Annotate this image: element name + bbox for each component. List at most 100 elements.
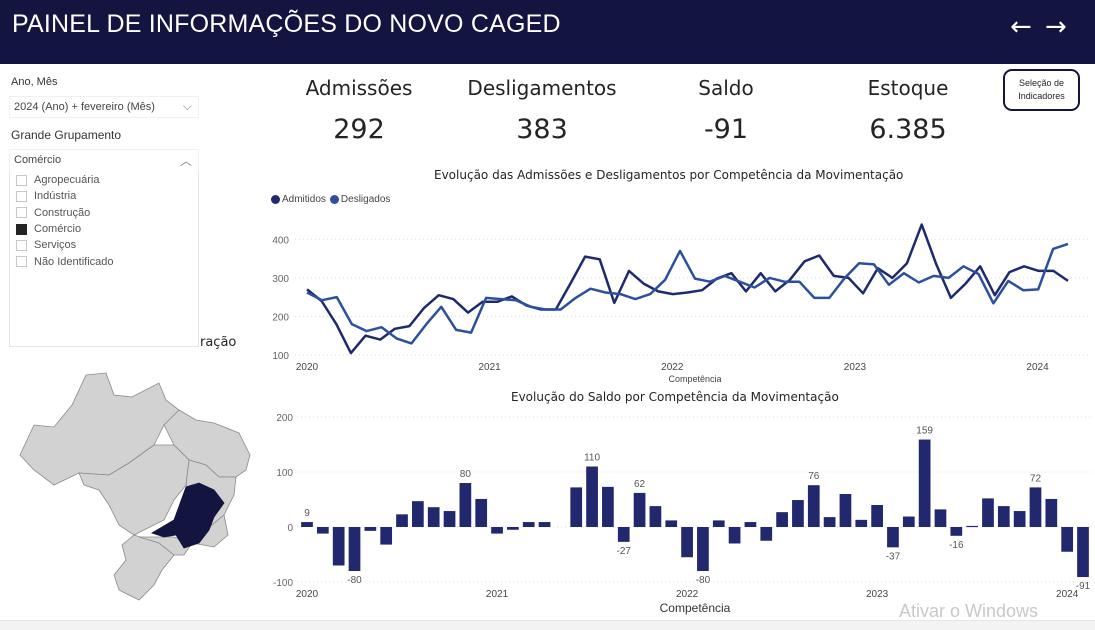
checkbox[interactable]: [16, 256, 27, 268]
line-chart-legend: Admitidos Desligados: [271, 194, 394, 205]
kpi-value: 6.385: [869, 114, 947, 145]
bar: [950, 527, 963, 536]
option-servicos[interactable]: Serviços: [10, 237, 198, 253]
header-bar: PAINEL DE INFORMAÇÕES DO NOVO CAGED ← →: [0, 0, 1095, 64]
x-axis-label: Competência: [660, 601, 731, 615]
bar: [364, 527, 377, 531]
series-line-admitidos: [306, 223, 1069, 355]
checkbox[interactable]: [16, 190, 27, 202]
selecao-indicadores-button[interactable]: Seleção de Indicadores: [1003, 69, 1080, 111]
bar: [776, 512, 788, 527]
arrow-right-icon[interactable]: →: [1045, 12, 1067, 42]
bar: [887, 527, 899, 548]
x-tick-label: 2024: [1056, 589, 1079, 600]
bar: [586, 466, 598, 527]
bar: [792, 500, 804, 527]
data-label: -16: [949, 540, 964, 551]
checkbox[interactable]: [16, 174, 27, 186]
bar: [1077, 527, 1089, 578]
bar: [427, 507, 440, 527]
x-tick-label: 2023: [844, 362, 867, 373]
bar: [380, 527, 393, 545]
option-label: Indústria: [34, 190, 77, 203]
state-sao-paulo: [138, 536, 193, 556]
data-label: 159: [916, 426, 933, 437]
bar: [348, 527, 361, 571]
y-tick-label: 200: [276, 413, 293, 424]
bar: [697, 527, 709, 571]
bar: [997, 506, 1010, 527]
option-label: Agropecuária: [34, 174, 100, 187]
ano-mes-label: Ano, Mês: [11, 76, 58, 88]
bar: [902, 516, 915, 527]
y-tick-label: 100: [272, 351, 289, 362]
data-label: 9: [304, 508, 310, 519]
data-label: -80: [696, 575, 711, 586]
chevron-up-icon[interactable]: ︿: [179, 154, 192, 168]
data-label: -80: [347, 575, 362, 586]
legend-label: Admitidos: [282, 194, 326, 205]
kpi-value: -91: [703, 114, 749, 145]
bar: [918, 439, 931, 527]
kpi-label: Desligamentos: [467, 76, 617, 100]
arrow-left-icon[interactable]: ←: [1010, 12, 1032, 42]
y-tick-label: 200: [272, 312, 289, 323]
option-nao-identificado[interactable]: Não Identificado: [10, 253, 198, 269]
data-label: -91: [1076, 581, 1091, 592]
grupamento-options-list: Agropecuária Indústria Construção Comérc…: [9, 170, 199, 347]
bar: [934, 509, 947, 527]
kpi-label: Saldo: [698, 76, 754, 100]
map-title-fragment: ração: [200, 335, 237, 350]
button-line-2: Indicadores: [1018, 91, 1065, 101]
bar: [617, 527, 630, 542]
legend-item-desligados[interactable]: Desligados: [329, 194, 391, 205]
x-axis-label: Competência: [668, 374, 721, 384]
brazil-map[interactable]: [14, 365, 254, 605]
option-industria[interactable]: Indústria: [10, 188, 198, 204]
bar: [982, 498, 994, 527]
grupamento-dropdown[interactable]: Comércio ︿: [9, 149, 199, 171]
bar: [475, 498, 488, 527]
y-tick-label: 0: [287, 523, 293, 534]
bar-chart: -100 0 100 200 9 -80 80 110 -27 62 -80 76 -37 159 -16 7…: [273, 413, 1091, 615]
data-label: 62: [634, 479, 646, 490]
option-label: Construção: [34, 206, 91, 219]
state-center-west: [78, 444, 190, 536]
chevron-down-icon[interactable]: ⌵: [182, 99, 192, 113]
bar: [491, 527, 503, 534]
legend-label: Desligados: [340, 194, 391, 205]
bar: [649, 506, 662, 527]
x-tick-label: 2021: [486, 589, 509, 600]
bar: [332, 527, 345, 566]
bar: [823, 517, 836, 527]
checkbox[interactable]: [16, 239, 27, 251]
x-tick-label: 2022: [676, 589, 699, 600]
bar: [681, 527, 693, 558]
checkbox-checked[interactable]: [16, 223, 27, 235]
bar: [839, 494, 852, 527]
bar: [443, 511, 456, 527]
bar: [507, 527, 519, 530]
bar: [855, 519, 868, 527]
bar: [633, 492, 646, 527]
bar: [459, 483, 472, 527]
legend-item-admitidos[interactable]: Admitidos: [271, 194, 326, 205]
bar: [1029, 487, 1042, 527]
y-tick-label: -100: [273, 578, 293, 589]
kpi-value: 383: [516, 114, 568, 145]
y-tick-label: 300: [272, 274, 289, 285]
bar: [301, 522, 313, 527]
option-agropecuaria[interactable]: Agropecuária: [10, 172, 198, 188]
option-construcao[interactable]: Construção: [10, 205, 198, 221]
ano-mes-dropdown[interactable]: 2024 (Ano) + fevereiro (Mês) ⌵: [9, 96, 199, 118]
button-line-1: Seleção de: [1018, 78, 1065, 88]
checkbox[interactable]: [16, 207, 27, 219]
data-label: -37: [886, 551, 901, 562]
option-comercio[interactable]: Comércio: [10, 221, 198, 237]
x-tick-label: 2021: [479, 362, 502, 373]
bar: [411, 501, 424, 527]
bar: [602, 486, 614, 527]
data-label: -27: [617, 546, 632, 557]
bar: [1013, 511, 1026, 527]
bar: [728, 527, 741, 544]
